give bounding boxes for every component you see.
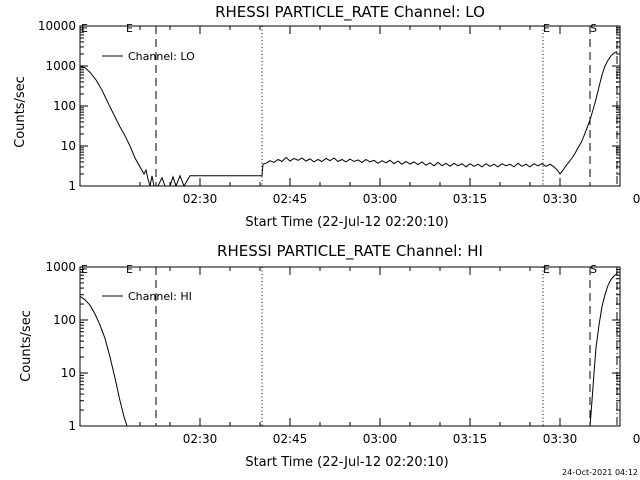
lo-x-tick-label: 03:15	[453, 192, 488, 206]
lo-y-tick-label: 1	[68, 179, 76, 193]
lo-event-marker-label: E	[543, 22, 550, 35]
hi-y-axis-label: Counts/sec	[19, 310, 34, 382]
lo-x-tick-label: 02:30	[183, 192, 218, 206]
generation-timestamp: 24-Oct-2021 04:12	[562, 468, 638, 477]
hi-x-tick-label: 03:00	[363, 432, 398, 446]
hi-event-marker-label: S	[590, 263, 597, 276]
hi-x-axis-label: Start Time (22-Jul-12 02:20:10)	[245, 455, 448, 470]
hi-series-line-1	[589, 273, 618, 426]
hi-x-tick-label: 03:15	[453, 432, 488, 446]
lo-x-axis-label: Start Time (22-Jul-12 02:20:10)	[245, 215, 448, 230]
hi-channel-panel: RHESSI PARTICLE_RATE Channel: HI Start T…	[19, 242, 640, 470]
lo-legend-label: Channel: LO	[128, 50, 195, 63]
lo-x-tick-label: 03:30	[543, 192, 578, 206]
hi-x-tick-label: 03:45	[633, 432, 640, 446]
hi-corner-marker-label: E	[81, 263, 88, 276]
hi-y-tick-label: 1	[68, 419, 76, 433]
lo-chart-title: RHESSI PARTICLE_RATE Channel: LO	[215, 3, 485, 22]
hi-y-tick-label: 1000	[45, 260, 76, 274]
lo-y-tick-label: 10	[61, 139, 76, 153]
hi-x-tick-label: 03:30	[543, 432, 578, 446]
lo-event-marker-label: S	[590, 22, 597, 35]
hi-series-group	[80, 273, 618, 426]
lo-y-axis-label: Counts/sec	[13, 76, 28, 148]
lo-channel-panel: RHESSI PARTICLE_RATE Channel: LO Start T…	[13, 3, 640, 230]
hi-y-tick-label: 10	[61, 366, 76, 380]
lo-y-tick-label: 10000	[38, 19, 76, 33]
lo-event-marker-label: E	[126, 22, 133, 35]
hi-event-marker-label: E	[543, 263, 550, 276]
hi-legend-label: Channel: HI	[128, 290, 192, 303]
lo-y-tick-label: 1000	[45, 59, 76, 73]
lo-y-tick-label: 100	[53, 99, 76, 113]
lo-x-tick-label: 03:00	[363, 192, 398, 206]
hi-series-line-0	[80, 295, 128, 426]
lo-x-tick-label: 02:45	[273, 192, 308, 206]
hi-event-marker-label: E	[126, 263, 133, 276]
hi-chart-title: RHESSI PARTICLE_RATE Channel: HI	[217, 242, 483, 261]
hi-y-tick-label: 100	[53, 313, 76, 327]
lo-x-tick-label: 03:45	[633, 192, 640, 206]
lo-corner-marker-label: E	[81, 22, 88, 35]
hi-x-tick-label: 02:30	[183, 432, 218, 446]
hi-x-tick-label: 02:45	[273, 432, 308, 446]
lo-series-line-0	[80, 51, 618, 186]
lo-series-group	[80, 51, 618, 186]
